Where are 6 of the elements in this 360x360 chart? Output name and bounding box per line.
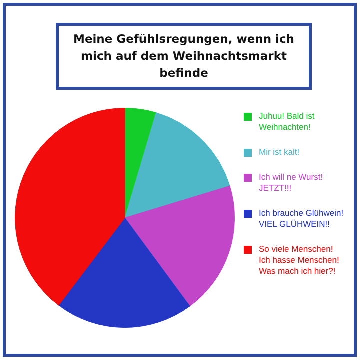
chart-title: Meine Gefühlsregungen, wenn ich mich auf dem Weihnachtsmarkt befinde xyxy=(56,23,312,90)
legend-label: So viele Menschen! Ich hasse Menschen! Was mach ich hier?! xyxy=(259,244,340,277)
legend-label: Ich brauche Glühwein! VIEL GLÜHWEIN!! xyxy=(259,208,344,230)
legend-label: Mir ist kalt! xyxy=(259,147,300,158)
legend-label: Ich will ne Wurst! JETZT!!! xyxy=(259,172,324,194)
legend-label: Juhuu! Bald ist Weihnachten! xyxy=(259,111,316,133)
